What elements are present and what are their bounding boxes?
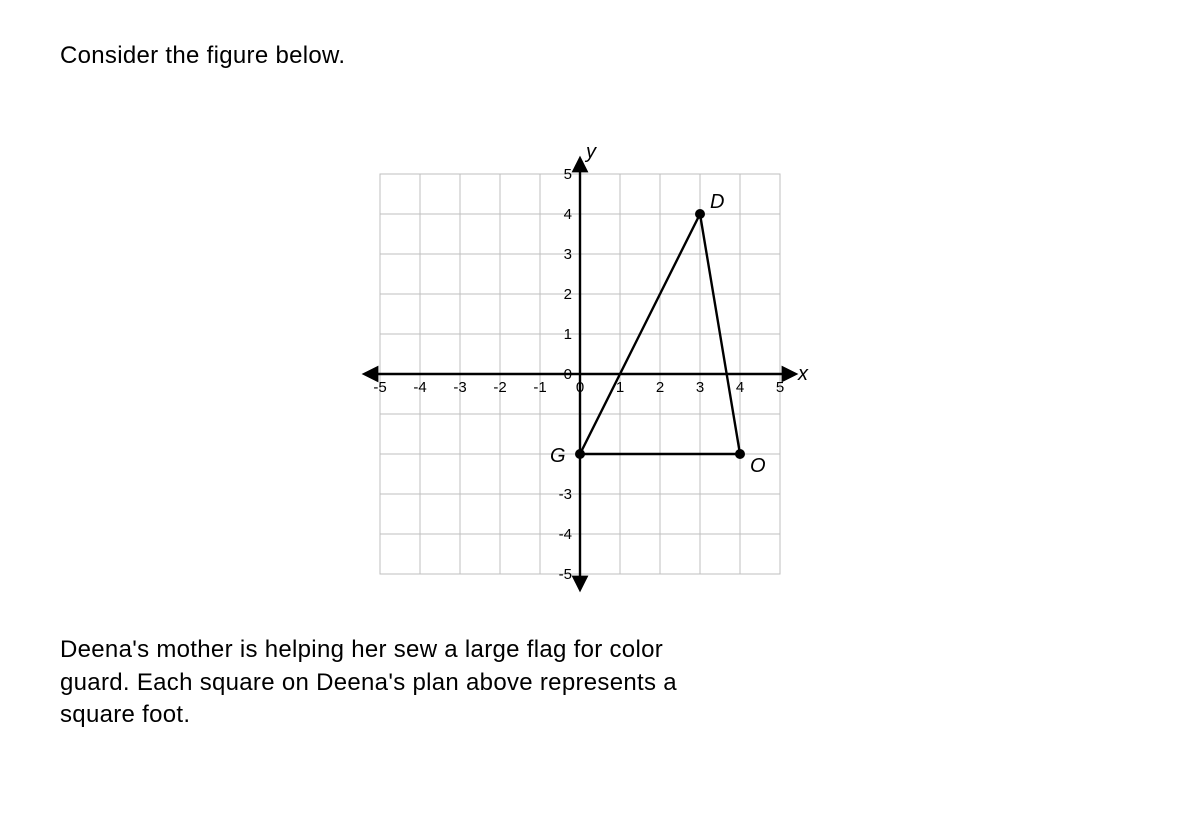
x-tick-label: -2: [493, 379, 506, 396]
y-tick-label: 3: [564, 246, 572, 263]
coordinate-plane: yx-5-4-3-2-1012345543210-3-4-5DOG: [350, 108, 850, 604]
vertex-label-g: G: [550, 445, 566, 467]
y-axis-label: y: [584, 141, 597, 163]
vertex-label-o: O: [750, 455, 766, 477]
x-axis-label: x: [797, 363, 809, 385]
outro-text: Deena's mother is helping her sew a larg…: [60, 634, 1140, 731]
y-tick-label: -5: [559, 566, 572, 583]
y-tick-label: 1: [564, 326, 572, 343]
x-tick-label: -4: [413, 379, 426, 396]
y-tick-label: -4: [559, 526, 572, 543]
y-tick-label: 0: [564, 366, 572, 383]
y-tick-label: -3: [559, 486, 572, 503]
y-tick-label: 2: [564, 286, 572, 303]
x-tick-label: -1: [533, 379, 546, 396]
x-tick-label: -3: [453, 379, 466, 396]
vertex-g: [575, 449, 585, 459]
vertex-label-d: D: [710, 191, 724, 213]
x-tick-label: -5: [373, 379, 386, 396]
x-tick-label: 5: [776, 379, 784, 396]
chart-container: yx-5-4-3-2-1012345543210-3-4-5DOG: [60, 108, 1140, 604]
outro-line-3: square foot.: [60, 701, 190, 728]
x-tick-label: 2: [656, 379, 664, 396]
x-tick-label: 4: [736, 379, 744, 396]
intro-text: Consider the figure below.: [60, 40, 1140, 72]
y-tick-label: 4: [564, 206, 572, 223]
vertex-o: [735, 449, 745, 459]
vertex-d: [695, 209, 705, 219]
outro-line-2: guard. Each square on Deena's plan above…: [60, 669, 677, 696]
x-tick-label: 0: [576, 379, 584, 396]
y-tick-label: 5: [564, 166, 572, 183]
x-tick-label: 3: [696, 379, 704, 396]
outro-line-1: Deena's mother is helping her sew a larg…: [60, 636, 663, 663]
